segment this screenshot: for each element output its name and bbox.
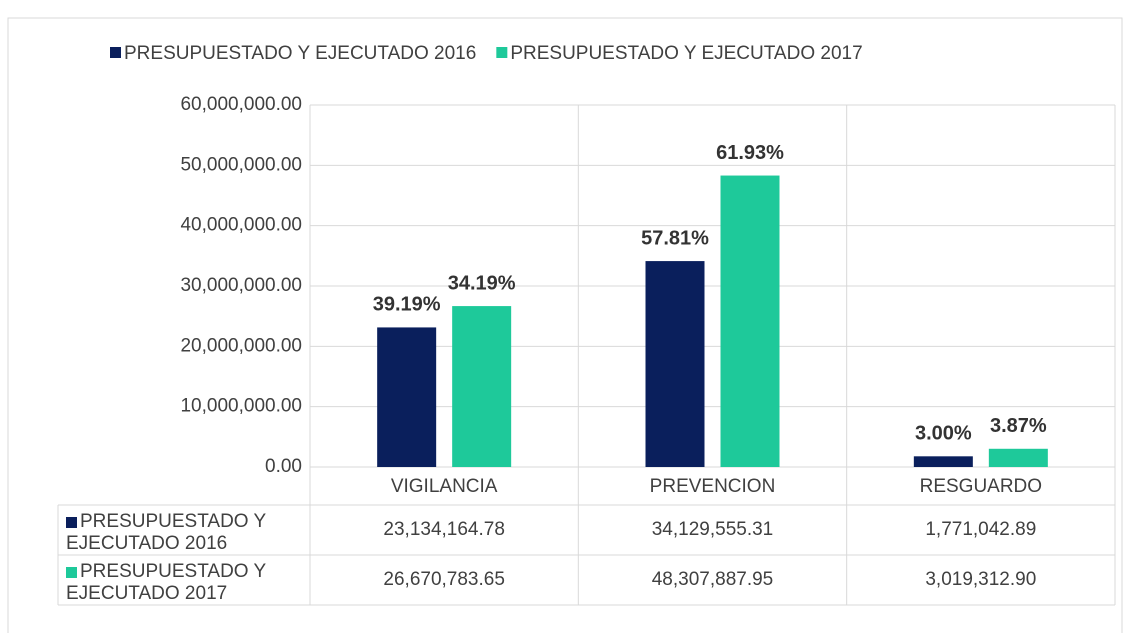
table-row-header: PRESUPUESTADO Y EJECUTADO 2017 bbox=[66, 561, 267, 604]
share-label: 3.00% bbox=[915, 423, 972, 445]
y-tick-label: 40,000,000.00 bbox=[180, 215, 302, 236]
share-label: 61.93% bbox=[716, 142, 784, 164]
table-row-header: PRESUPUESTADO Y EJECUTADO 2016 bbox=[66, 511, 267, 554]
table-value: 34,129,555.31 bbox=[652, 519, 774, 540]
bar bbox=[913, 456, 973, 467]
legend-label: PRESUPUESTADO Y EJECUTADO 2016 bbox=[124, 43, 476, 64]
bar bbox=[720, 175, 780, 467]
share-label: 57.81% bbox=[641, 227, 709, 249]
table-swatch bbox=[66, 517, 77, 528]
table-swatch bbox=[66, 567, 77, 578]
table-value: 3,019,312.90 bbox=[925, 569, 1036, 590]
bar bbox=[645, 261, 705, 467]
x-tick-label: PREVENCION bbox=[650, 476, 776, 497]
table-value: 26,670,783.65 bbox=[383, 569, 505, 590]
bar bbox=[377, 327, 437, 467]
table-value: 48,307,887.95 bbox=[652, 569, 774, 590]
x-tick-label: RESGUARDO bbox=[920, 476, 1042, 497]
y-tick-label: 0.00 bbox=[265, 456, 302, 477]
legend-swatch bbox=[496, 47, 508, 58]
y-tick-label: 60,000,000.00 bbox=[180, 94, 302, 115]
y-tick-label: 10,000,000.00 bbox=[180, 396, 302, 417]
table-value: 1,771,042.89 bbox=[925, 519, 1036, 540]
bar bbox=[452, 306, 512, 467]
share-label: 39.19% bbox=[373, 294, 441, 316]
y-tick-label: 30,000,000.00 bbox=[180, 275, 302, 296]
chart-border bbox=[7, 17, 1123, 633]
legend-label: PRESUPUESTADO Y EJECUTADO 2017 bbox=[510, 43, 862, 64]
y-tick-label: 50,000,000.00 bbox=[180, 154, 302, 175]
bar bbox=[988, 448, 1048, 467]
share-label: 3.87% bbox=[990, 415, 1047, 437]
y-tick-label: 20,000,000.00 bbox=[180, 335, 302, 356]
share-label: 34.19% bbox=[448, 272, 516, 294]
table-value: 23,134,164.78 bbox=[383, 519, 505, 540]
legend-swatch bbox=[110, 47, 121, 58]
x-tick-label: VIGILANCIA bbox=[391, 476, 498, 497]
